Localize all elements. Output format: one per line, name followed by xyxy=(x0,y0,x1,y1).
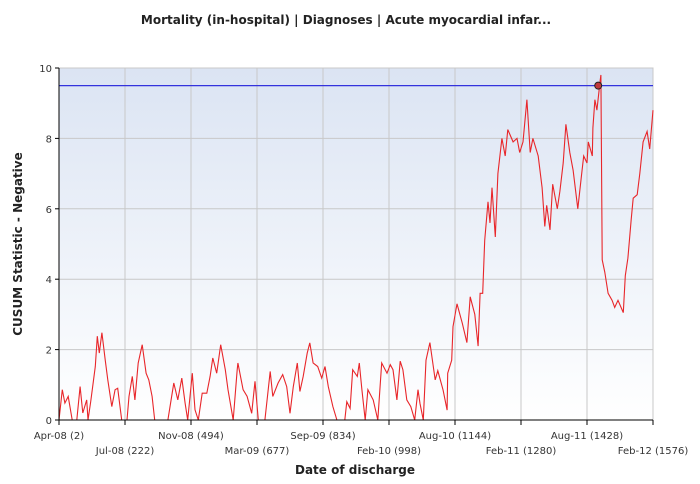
y-tick-label: 0 xyxy=(46,416,52,427)
y-tick-label: 6 xyxy=(46,205,52,216)
x-axis-ticks: Apr-08 (2) Jul-08 (222)Nov-08 (494)Mar-09… xyxy=(34,420,689,457)
y-tick-label: 8 xyxy=(46,134,52,145)
chart-title: Mortality (in-hospital) | Diagnoses | Ac… xyxy=(141,13,551,27)
x-tick-label: Feb-10 (998) xyxy=(357,446,421,457)
gridlines xyxy=(59,67,654,420)
y-tick-label: 10 xyxy=(39,64,52,75)
x-tick-label: Mar-09 (677) xyxy=(225,446,290,457)
x-tick-label: Nov-08 (494) xyxy=(158,431,224,442)
plot-area xyxy=(58,67,654,421)
x-tick-label: Aug-10 (1144) xyxy=(419,431,491,442)
x-tick-label: Aug-11 (1428) xyxy=(551,431,623,442)
y-tick-label: 4 xyxy=(46,275,52,286)
x-tick-label: Sep-09 (834) xyxy=(290,431,355,442)
y-axis-ticks: 0 2 4 6 8 10 xyxy=(39,64,59,427)
signal-point-marker[interactable] xyxy=(594,81,603,90)
y-tick-label: 2 xyxy=(46,346,52,357)
x-tick-label: Jul-08 (222) xyxy=(95,446,155,457)
y-axis-label: CUSUM Statistic - Negative xyxy=(11,152,25,336)
x-axis-label: Date of discharge xyxy=(295,463,415,477)
x-tick-label: Feb-11 (1280) xyxy=(486,446,557,457)
x-tick-label: Feb-12 (1576) xyxy=(618,446,689,457)
cusum-series-line xyxy=(58,74,654,421)
x-tick-label: Apr-08 (2) xyxy=(34,431,84,442)
